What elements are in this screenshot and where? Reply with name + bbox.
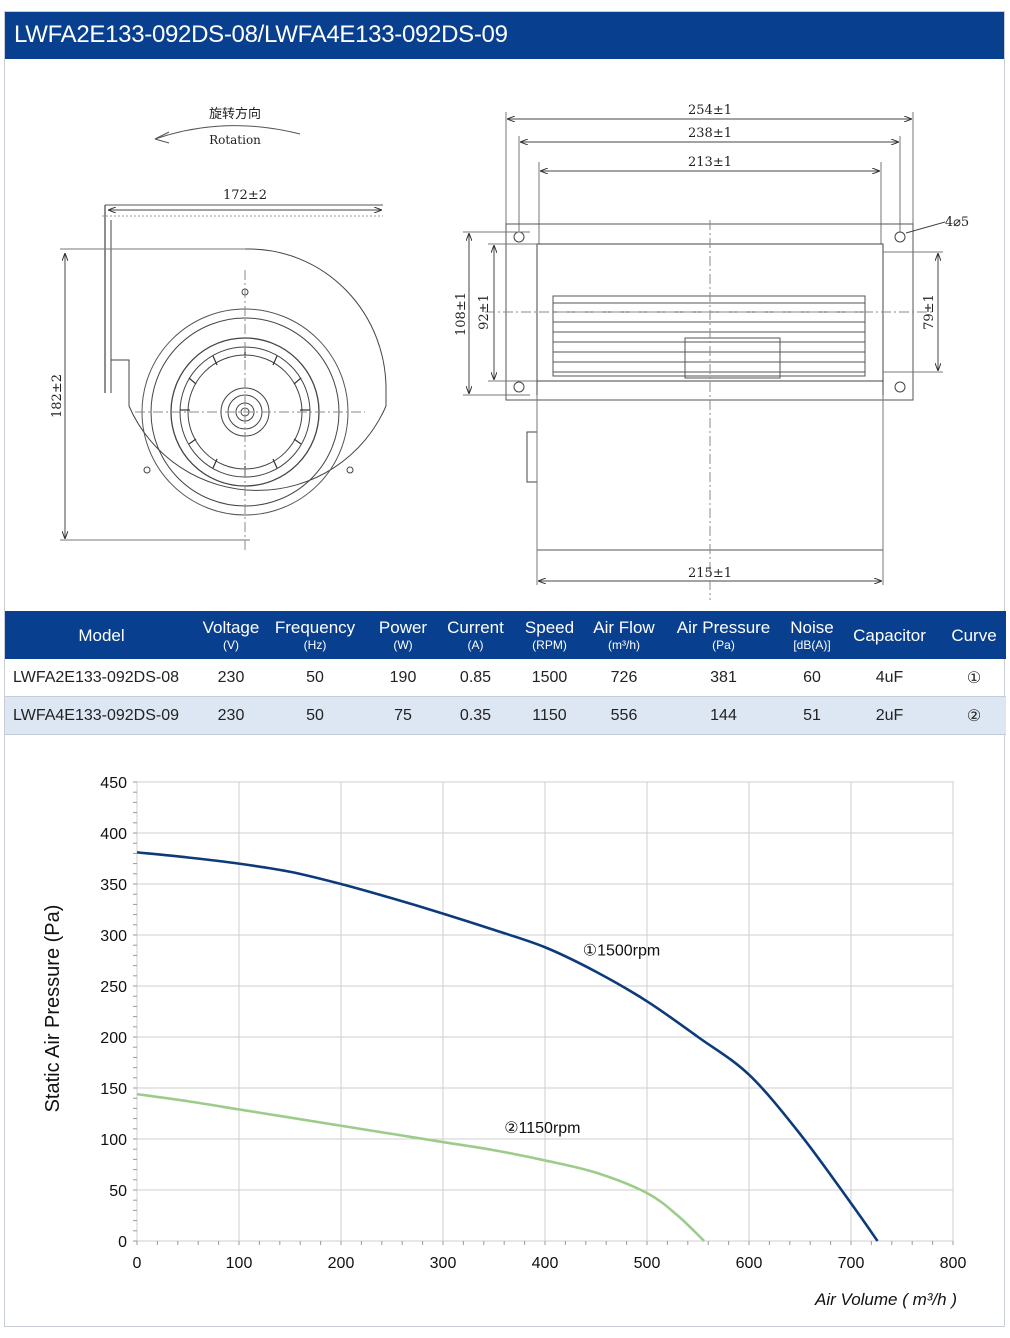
cell-curve: ② bbox=[942, 696, 1006, 735]
col-header-power: Power (W) bbox=[366, 611, 440, 659]
cell-noise: 51 bbox=[787, 696, 837, 735]
rotation-label-en: Rotation bbox=[209, 133, 261, 147]
y-tick-label: 100 bbox=[100, 1132, 127, 1149]
col-header-air-flow: Air Flow (m³/h) bbox=[588, 611, 660, 659]
performance-chart: 0 100 200 300 400 500 600 700 800 0 50 100 150 200 250… bbox=[5, 737, 1006, 1327]
cell-air-pressure: 144 bbox=[660, 696, 787, 735]
cell-voltage: 230 bbox=[198, 696, 264, 735]
cell-air-flow: 726 bbox=[588, 659, 660, 697]
col-header-model: Model bbox=[5, 611, 198, 659]
x-axis-label: Air Volume ( m³/h ) bbox=[814, 1290, 957, 1309]
cell-curve: ① bbox=[942, 659, 1006, 697]
side-dim-92: 92±1 bbox=[477, 294, 492, 330]
col-header-current: Current (A) bbox=[440, 611, 511, 659]
cell-current: 0.35 bbox=[440, 696, 511, 735]
y-tick-label: 450 bbox=[100, 775, 127, 792]
cell-voltage: 230 bbox=[198, 659, 264, 697]
side-view bbox=[463, 112, 946, 600]
cell-speed: 1500 bbox=[511, 659, 588, 697]
title-bar: LWFA2E133-092DS-08/LWFA4E133-092DS-09 bbox=[5, 12, 1004, 59]
cell-air-flow: 556 bbox=[588, 696, 660, 735]
side-dim-108: 108±1 bbox=[454, 292, 469, 336]
x-tick-label: 500 bbox=[634, 1255, 661, 1272]
side-dim-79: 79±1 bbox=[922, 294, 937, 330]
side-dim-213: 213±1 bbox=[688, 155, 732, 170]
datasheet-page: LWFA2E133-092DS-08/LWFA4E133-092DS-09 旋转… bbox=[4, 11, 1006, 1327]
chart-series bbox=[136, 851, 879, 1242]
front-height-dim: 182±2 bbox=[50, 374, 65, 418]
x-tick-label: 300 bbox=[430, 1255, 457, 1272]
chart-axes: 0 100 200 300 400 500 600 700 800 0 50 100 150 200 250… bbox=[42, 775, 966, 1309]
cell-power: 190 bbox=[366, 659, 440, 697]
page-title: LWFA2E133-092DS-08/LWFA4E133-092DS-09 bbox=[14, 21, 508, 48]
col-header-curve: Curve bbox=[942, 611, 1006, 659]
cell-capacitor: 4uF bbox=[837, 659, 942, 697]
y-tick-label: 50 bbox=[109, 1183, 127, 1200]
rotation-label-cn: 旋转方向 bbox=[209, 106, 261, 122]
cell-power: 75 bbox=[366, 696, 440, 735]
y-tick-label: 250 bbox=[100, 979, 127, 996]
side-dim-238: 238±1 bbox=[688, 126, 732, 141]
col-header-noise: Noise [dB(A)] bbox=[787, 611, 837, 659]
col-header-speed: Speed (RPM) bbox=[511, 611, 588, 659]
cell-noise: 60 bbox=[787, 659, 837, 697]
spec-table: Model Voltage (V) Frequency (Hz) Power (W) … bbox=[5, 611, 1006, 735]
cell-capacitor: 2uF bbox=[837, 696, 942, 735]
front-width-dim: 172±2 bbox=[223, 188, 267, 203]
cell-model: LWFA2E133-092DS-08 bbox=[5, 659, 198, 697]
technical-drawing: 旋转方向 Rotation bbox=[5, 60, 1006, 612]
table-row: LWFA2E133-092DS-08 230 50 190 0.85 1500 … bbox=[5, 659, 1006, 697]
chart-svg: 0 100 200 300 400 500 600 700 800 0 50 100 150 200 250… bbox=[42, 775, 966, 1309]
front-view bbox=[60, 204, 387, 550]
side-hole-dim: 4⌀5 bbox=[945, 215, 969, 230]
y-tick-label: 0 bbox=[118, 1234, 127, 1251]
x-tick-label: 800 bbox=[940, 1255, 967, 1272]
col-header-air-pressure: Air Pressure (Pa) bbox=[660, 611, 787, 659]
cell-air-pressure: 381 bbox=[660, 659, 787, 697]
drawing-svg: 旋转方向 Rotation bbox=[50, 103, 969, 600]
col-header-frequency: Frequency (Hz) bbox=[264, 611, 366, 659]
chart-grid bbox=[136, 781, 954, 1242]
x-tick-label: 0 bbox=[133, 1255, 142, 1272]
cell-model: LWFA4E133-092DS-09 bbox=[5, 696, 198, 735]
x-tick-label: 600 bbox=[736, 1255, 763, 1272]
y-tick-label: 350 bbox=[100, 877, 127, 894]
side-dim-254: 254±1 bbox=[688, 103, 732, 118]
cell-frequency: 50 bbox=[264, 696, 366, 735]
y-tick-label: 150 bbox=[100, 1081, 127, 1098]
cell-current: 0.85 bbox=[440, 659, 511, 697]
table-row: LWFA4E133-092DS-09 230 50 75 0.35 1150 5… bbox=[5, 696, 1006, 735]
cell-speed: 1150 bbox=[511, 696, 588, 735]
y-axis-label: Static Air Pressure (Pa) bbox=[42, 905, 64, 1113]
col-header-voltage: Voltage (V) bbox=[198, 611, 264, 659]
y-tick-label: 200 bbox=[100, 1030, 127, 1047]
series-label-2: ②1150rpm bbox=[504, 1120, 580, 1137]
cell-frequency: 50 bbox=[264, 659, 366, 697]
spec-header-row: Model Voltage (V) Frequency (Hz) Power (W) … bbox=[5, 611, 1006, 659]
series-label-1: ①1500rpm bbox=[583, 942, 661, 959]
series-line-1 bbox=[136, 851, 879, 1242]
spec-table-wrap: Model Voltage (V) Frequency (Hz) Power (W) … bbox=[5, 611, 1006, 735]
x-tick-label: 200 bbox=[328, 1255, 355, 1272]
side-dim-215: 215±1 bbox=[688, 566, 732, 581]
x-tick-label: 100 bbox=[226, 1255, 253, 1272]
x-tick-label: 400 bbox=[532, 1255, 559, 1272]
series-line-2 bbox=[136, 1092, 706, 1242]
x-tick-label: 700 bbox=[838, 1255, 865, 1272]
col-header-capacitor: Capacitor bbox=[837, 611, 942, 659]
y-tick-label: 400 bbox=[100, 826, 127, 843]
chart-labels: ①1500rpm ②1150rpm bbox=[504, 942, 660, 1136]
rotation-indicator: 旋转方向 Rotation bbox=[154, 106, 301, 147]
y-tick-label: 300 bbox=[100, 928, 127, 945]
